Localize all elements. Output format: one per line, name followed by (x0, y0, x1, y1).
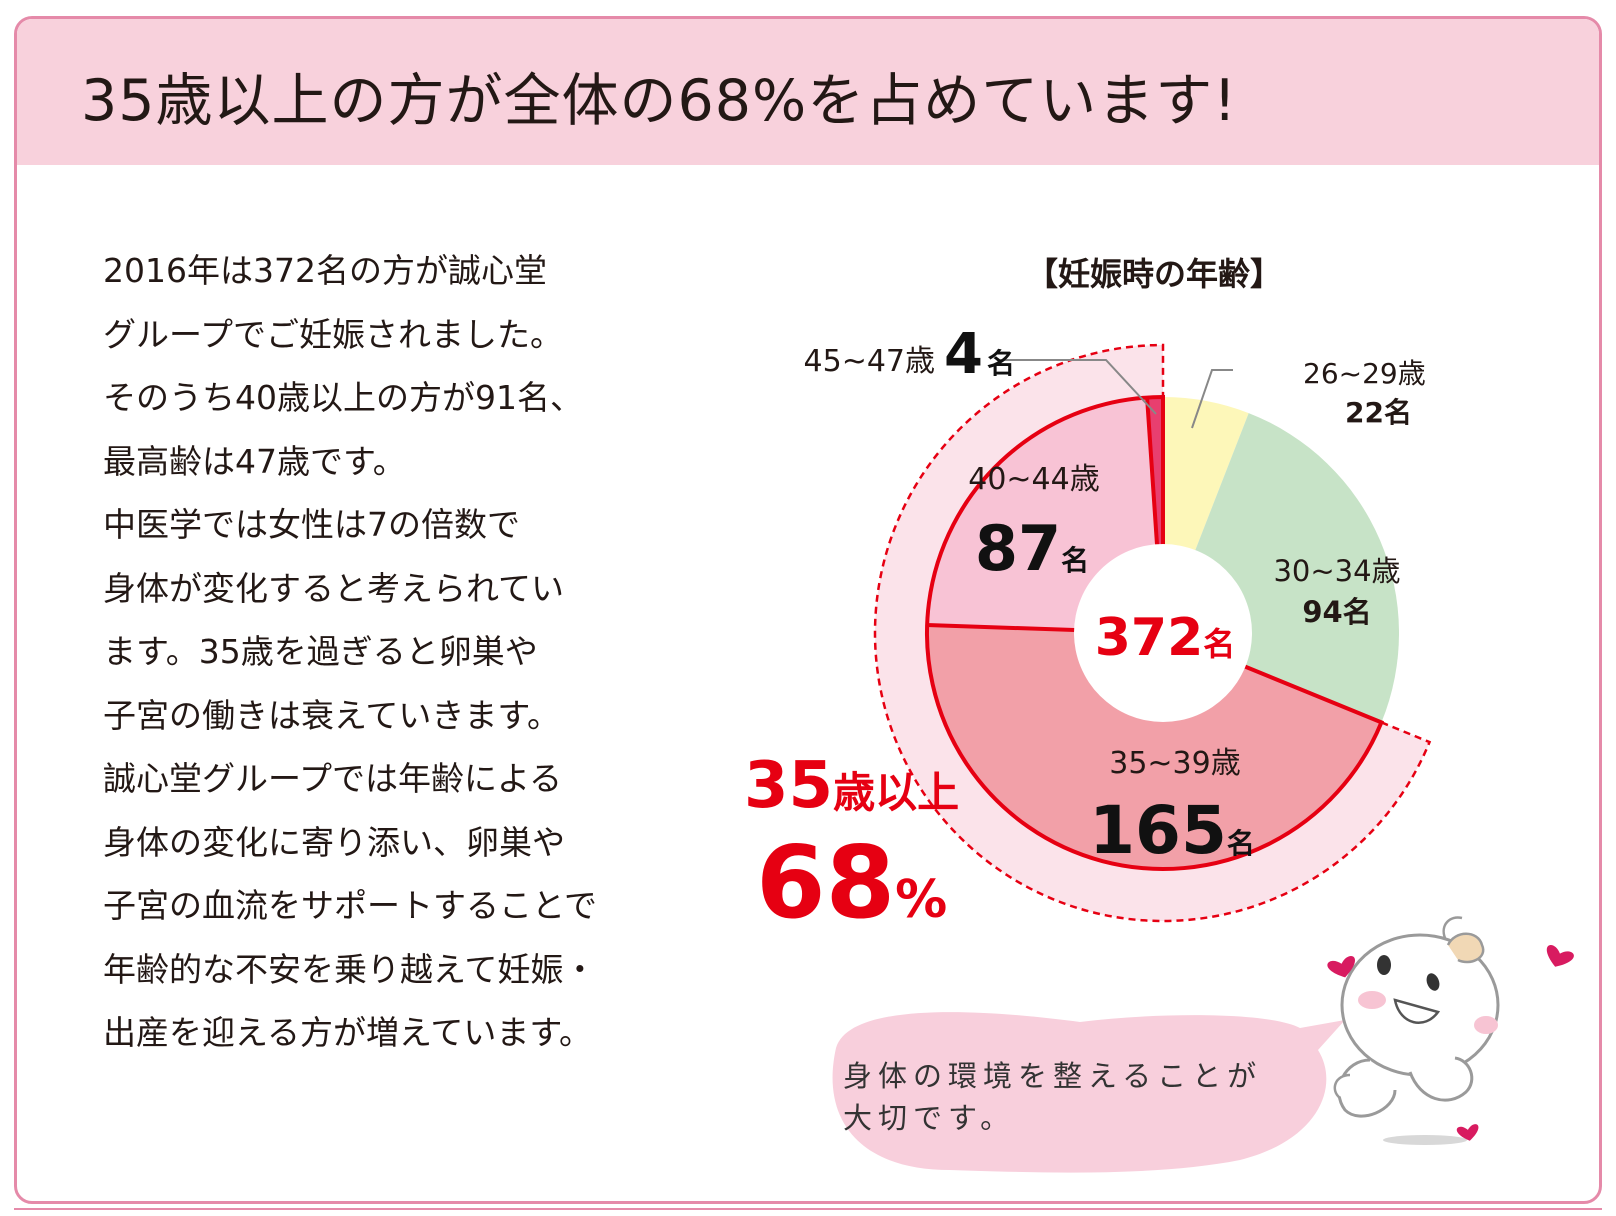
header-band: 35歳以上の方が全体の68%を占めています! (17, 19, 1599, 165)
heart-icon (1546, 945, 1574, 967)
body-line: ます。35歳を過ぎると卵巣や (103, 632, 538, 671)
bubble-line: 身体の環境を整えることが (843, 1059, 1263, 1093)
center-hole (1074, 544, 1252, 722)
highlight-age-label: 35歳以上 (744, 749, 959, 823)
total-value: 372 (1095, 608, 1204, 668)
bubble-line: 大切です。 (843, 1101, 1016, 1135)
body-line: 子宮の働きは衰えていきます。 (103, 695, 561, 735)
heart-icon (1456, 1124, 1479, 1141)
speech-bubble-text: 身体の環境を整えることが 大切です。 (843, 1055, 1262, 1139)
highlight-percent: 68% (756, 824, 947, 941)
chart-title: 【妊娠時の年齢】 (1026, 255, 1282, 293)
body-line: 出産を迎える方が増えています。 (103, 1013, 593, 1052)
slice-label-40-44: 40~44歳 (968, 462, 1099, 497)
total-unit: 名 (1203, 625, 1235, 663)
heart-icon (1327, 956, 1356, 978)
body-line: 子宮の血流をサポートすることで (103, 886, 598, 925)
leader-line-45-47 (1000, 359, 1157, 415)
body-line: そのうち40歳以上の方が91名、 (103, 378, 583, 417)
body-text: 2016年は372名の方が誠心堂 グループでご妊娠されました。 そのうち40歳以… (103, 239, 663, 1065)
speech-bubble (832, 1012, 1345, 1173)
slice-label-26-29: 26~29歳 (1303, 357, 1426, 390)
slice-count-26-29: 22名 (1345, 396, 1412, 429)
slice-label-35-39: 35~39歳 (1109, 746, 1240, 781)
body-line: 身体の変化に寄り添い、卵巣や (103, 822, 565, 862)
slice-count-30-34: 94名 (1302, 595, 1371, 629)
baby-mascot-icon (1333, 916, 1500, 1145)
headline: 35歳以上の方が全体の68%を占めています! (81, 68, 1238, 134)
pie-slice-35-39 (926, 625, 1382, 870)
body-line: グループでご妊娠されました。 (103, 314, 564, 354)
slice-count-35-39: 165名 (1089, 792, 1255, 869)
body-line: 誠心堂グループでは年齢による (103, 759, 563, 798)
body-line: 最高齢は47歳です。 (103, 441, 406, 481)
body-line: 2016年は372名の方が誠心堂 (103, 251, 547, 290)
bottom-rule (14, 1208, 1602, 1210)
slice-label-30-34: 30~34歳 (1273, 554, 1400, 588)
body-line: 年齢的な不安を乗り越えて妊娠・ (103, 949, 597, 989)
body-line: 中医学では女性は7の倍数で (103, 505, 520, 544)
slice-label-45-47: 45~47歳 (804, 344, 935, 379)
slice-count-40-44: 87名 (975, 512, 1089, 585)
body-line: 身体が変化すると考えられてい (103, 568, 565, 608)
leader-line-26-29 (1191, 369, 1233, 429)
total-label: 372名 (1095, 608, 1236, 668)
